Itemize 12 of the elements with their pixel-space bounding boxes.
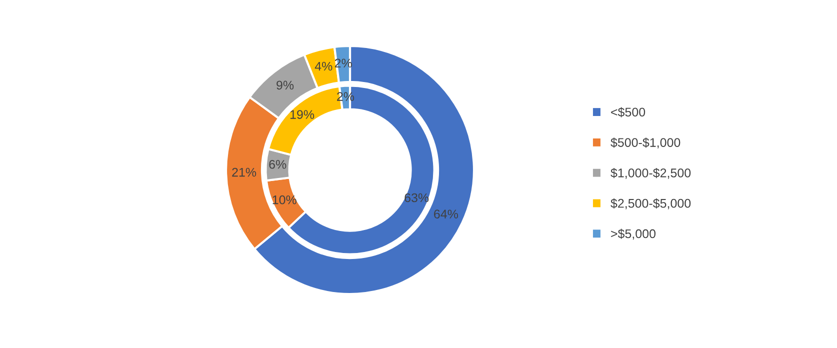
data-label: 9% — [276, 80, 294, 90]
data-label: 6% — [269, 160, 286, 169]
data-label: 10% — [272, 195, 296, 204]
legend-label: $500-$1,000 — [610, 138, 680, 148]
data-label: 64% — [434, 210, 458, 218]
legend-label: $2,500-$5,000 — [610, 198, 691, 210]
data-label: 19% — [290, 110, 314, 119]
data-label: 4% — [314, 62, 332, 71]
legend-label: <$500 — [611, 107, 646, 118]
legend-label: >$5,000 — [611, 228, 656, 240]
data-label: 21% — [232, 168, 256, 177]
legend-label: $1,000-$2,500 — [610, 168, 691, 179]
